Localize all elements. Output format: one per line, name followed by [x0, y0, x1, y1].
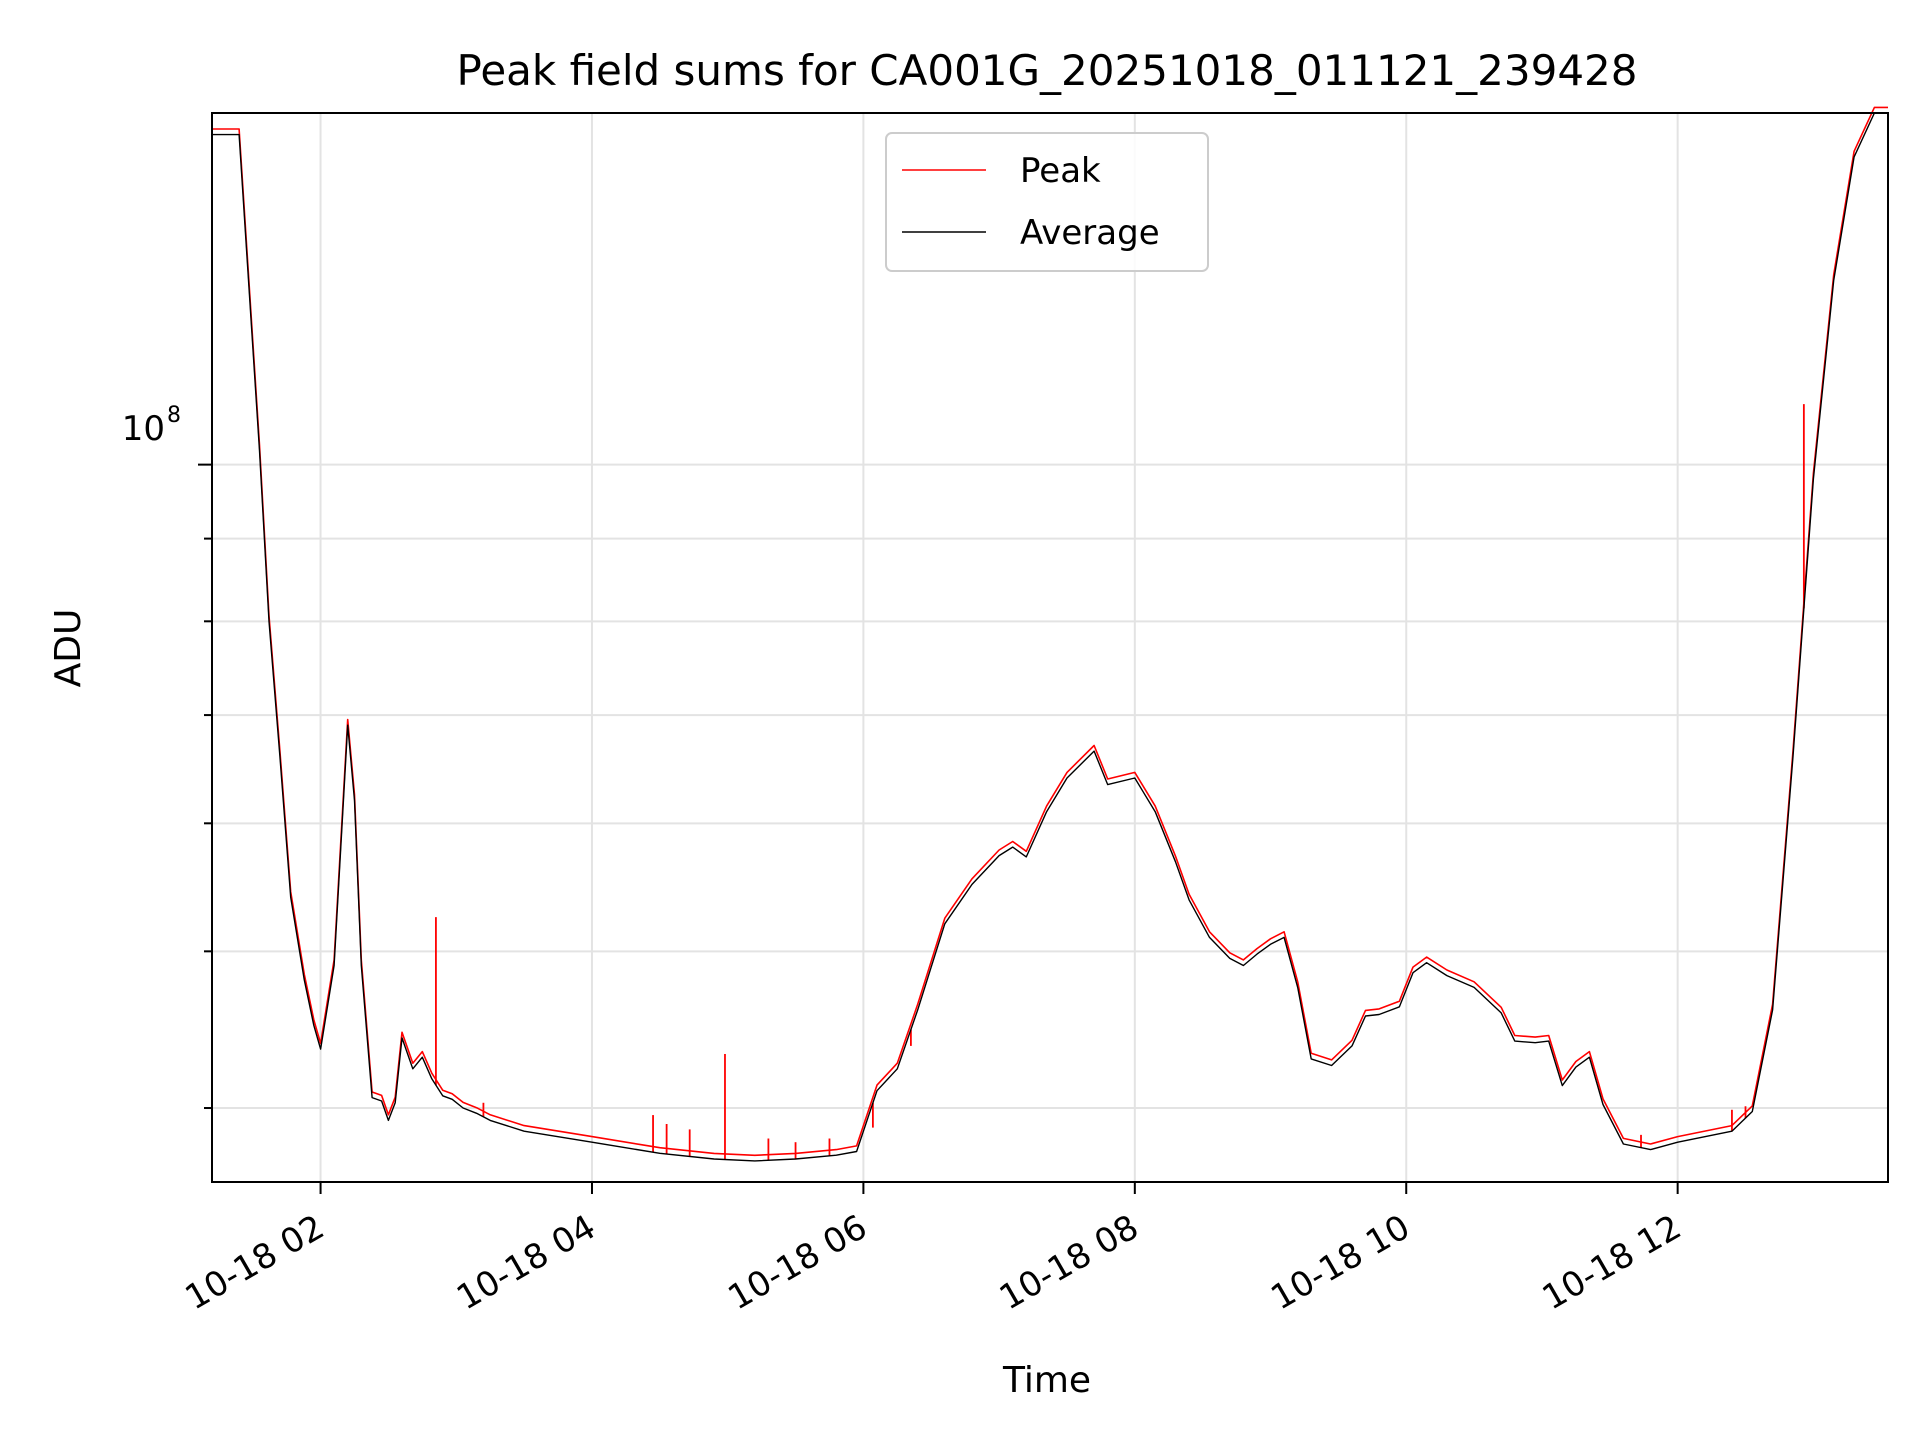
legend-box — [885, 132, 1209, 272]
plot-frame — [211, 112, 1889, 1183]
y-axis-label: ADU — [48, 609, 89, 688]
average-series-line — [212, 112, 1888, 1162]
x-tick-label: 10-18 02 — [179, 1207, 331, 1318]
y-tick-label: 10 8 — [122, 403, 181, 449]
x-tick-label: 10-18 10 — [1264, 1207, 1416, 1318]
y-tick-base: 10 — [122, 409, 165, 449]
x-tick-label: 10-18 12 — [1536, 1207, 1688, 1318]
y-tick-exponent: 8 — [167, 403, 181, 428]
legend: Peak Average — [885, 132, 1209, 272]
legend-label-average: Average — [1020, 213, 1160, 253]
x-tick-label: 10-18 04 — [450, 1207, 602, 1318]
grid-layer — [212, 113, 1888, 1182]
x-axis-label: Time — [1002, 1360, 1091, 1401]
chart-title: Peak field sums for CA001G_20251018_0111… — [456, 46, 1637, 95]
legend-label-peak: Peak — [1020, 151, 1101, 191]
x-tick-label: 10-18 08 — [993, 1207, 1145, 1318]
x-tick-label: 10-18 06 — [722, 1207, 874, 1318]
axis-layer: 10-18 02 10-18 04 10-18 06 10-18 08 10-18 10… — [179, 463, 1688, 1318]
peak-series-line — [212, 106, 1888, 1157]
series-layer — [212, 106, 1888, 1162]
